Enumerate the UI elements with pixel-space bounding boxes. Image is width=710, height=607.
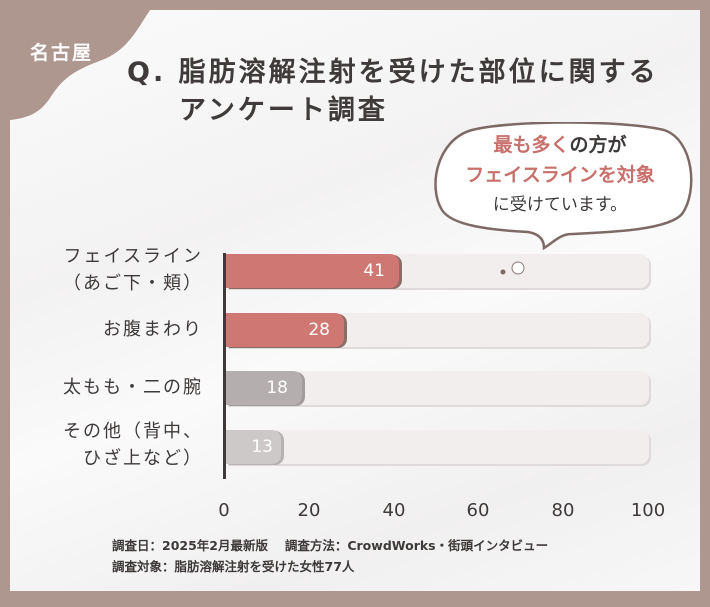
x-tick: 20: [297, 500, 321, 521]
bar-track: [226, 430, 649, 464]
callout-line-3: に受けています。: [492, 195, 628, 215]
page-title: Q. 脂肪溶解注射を受けた部位に関する アンケート調査: [127, 54, 659, 130]
category-label-other: その他（背中、 ひざ上など）: [63, 421, 203, 469]
x-tick: 80: [551, 500, 575, 521]
category-label-faceline: フェイスライン （あご下・頬）: [63, 246, 203, 294]
category-label-belly: お腹まわり: [103, 319, 203, 340]
y-axis-line: [223, 253, 226, 479]
bar-other: 13: [226, 430, 281, 464]
corner-blob-decoration: [10, 10, 150, 120]
speech-bubble: [434, 122, 693, 250]
bar-value-label: 41: [363, 261, 385, 281]
callout-line-2: フェイスラインを対象: [465, 164, 655, 186]
category-label-thigh-arm: 太もも・二の腕: [63, 377, 203, 398]
x-tick: 0: [218, 500, 230, 521]
survey-info-line-2: 調査対象：脂肪溶解注射を受けた女性77人: [112, 559, 355, 574]
bar-faceline: 41: [226, 254, 399, 288]
bar-thigh-arm: 18: [226, 371, 302, 405]
survey-info-line-1: 調査日：2025年2月最新版 調査方法：CrowdWorks・街頭インタビュー: [112, 538, 549, 553]
callout-text: 最も多くの方が フェイスラインを対象 に受けています。: [432, 130, 688, 220]
x-tick: 40: [382, 500, 406, 521]
title-line-1: Q. 脂肪溶解注射を受けた部位に関する: [127, 57, 659, 88]
city-tag: 名古屋: [30, 42, 94, 64]
x-tick: 100: [630, 500, 666, 521]
bar-value-label: 28: [308, 320, 330, 340]
infographic-card: 名古屋 Q. 脂肪溶解注射を受けた部位に関する アンケート調査 最も多くの方が …: [10, 10, 700, 591]
bar-value-label: 18: [266, 378, 288, 398]
bar-value-label: 13: [251, 437, 273, 457]
bubble-tail-dots: [500, 261, 525, 275]
bar-belly: 28: [226, 313, 344, 347]
callout-line-1: 最も多くの方が: [493, 134, 627, 156]
title-line-2: アンケート調査: [179, 95, 388, 126]
x-tick: 60: [466, 500, 490, 521]
